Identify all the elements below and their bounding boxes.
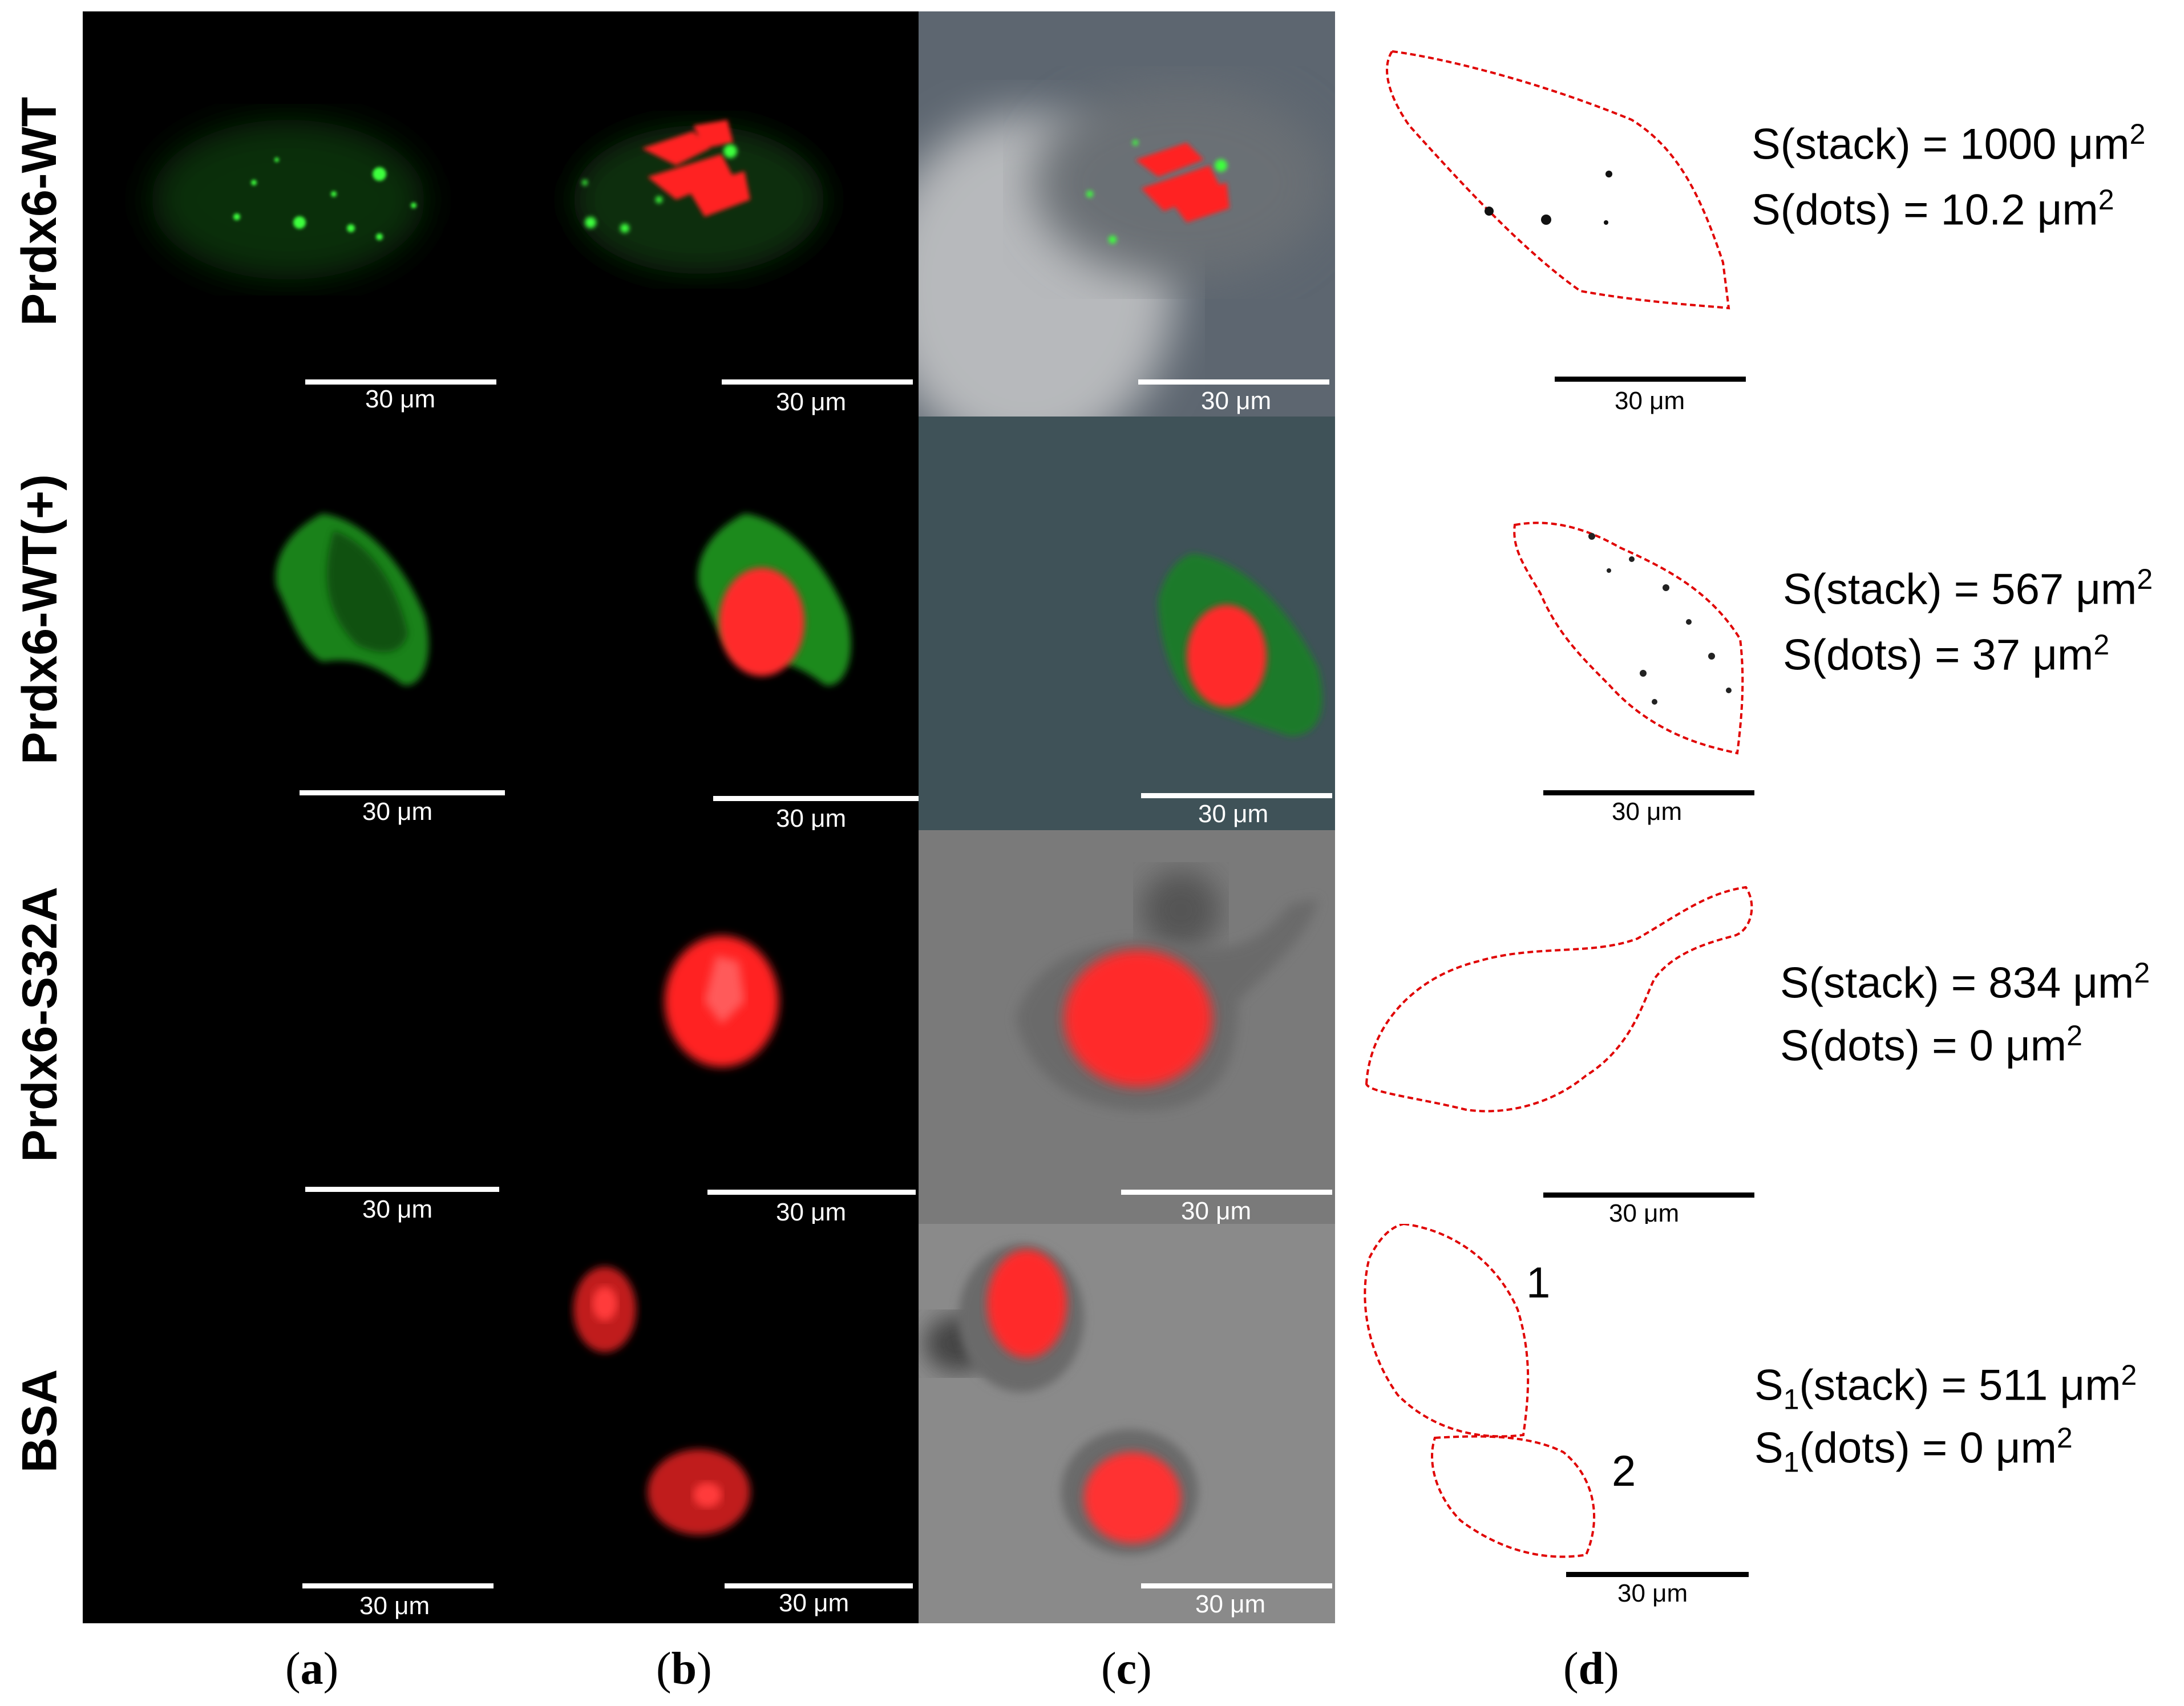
scale-bar xyxy=(1121,1190,1332,1195)
fluorescence-image xyxy=(665,936,779,1067)
measurement-dots-area: S(dots) = 0 μm2 xyxy=(1780,1020,2082,1070)
scale-bar-label: 30 μm xyxy=(1201,387,1272,415)
panel-b-bsa xyxy=(505,1224,919,1623)
scale-bar xyxy=(1138,379,1329,385)
scale-bar-label: 30 μm xyxy=(359,1592,430,1620)
scale-bar-label: 30 μm xyxy=(365,385,436,413)
fluorescence-image xyxy=(573,1267,750,1535)
scale-bar xyxy=(722,379,913,385)
panel-a-prdx6-wt xyxy=(83,11,505,417)
brightfield-overlay-image xyxy=(919,11,1335,417)
scale-bar-label: 30 μm xyxy=(362,1195,433,1223)
scale-bar xyxy=(1141,1583,1332,1588)
scale-bar xyxy=(300,790,508,795)
row-label-prdx6-s32a: Prdx6-S32A xyxy=(12,886,67,1162)
row-label-bsa: BSA xyxy=(12,1369,67,1473)
scale-bar xyxy=(725,1583,913,1588)
fluorescence-image xyxy=(698,514,851,686)
measurement-stack-area: S(stack) = 834 μm2 xyxy=(1780,957,2150,1008)
panel-c-prdx6-wt xyxy=(919,11,1335,417)
scale-bar-label: 30 μm xyxy=(1181,1197,1252,1225)
cell-outline xyxy=(1364,1224,1596,1558)
scale-bar xyxy=(305,379,496,385)
panel-d-bsa xyxy=(1335,1224,1769,1623)
scale-bar-label: 30 μm xyxy=(776,1198,847,1226)
scale-bar xyxy=(713,796,919,801)
panel-a-prdx6-s32a xyxy=(83,830,505,1224)
scale-bar xyxy=(707,1190,916,1195)
scale-bar xyxy=(1555,377,1746,382)
panel-c-bsa xyxy=(919,1224,1335,1623)
fluorescence-image xyxy=(276,514,429,686)
scale-bar xyxy=(305,1187,499,1192)
brightfield-overlay-image xyxy=(1158,553,1322,736)
brightfield-overlay-image xyxy=(924,1244,1198,1555)
cell-outline xyxy=(1386,50,1730,310)
cell-number-2: 2 xyxy=(1612,1447,1636,1495)
scale-bar-label: 30 μm xyxy=(362,798,433,826)
scale-bar-label: 30 μm xyxy=(1615,387,1685,415)
column-caption-a: (a) xyxy=(285,1644,339,1694)
cell-number-1: 1 xyxy=(1526,1259,1551,1307)
fluorescence-image xyxy=(573,120,824,274)
measurement-stack-area: S(stack) = 1000 μm2 xyxy=(1752,118,2146,169)
panel-a-prdx6-wt-plus xyxy=(83,417,505,830)
panel-a-bsa xyxy=(83,1224,505,1623)
panel-c-prdx6-wt-plus xyxy=(919,417,1335,830)
measurement-stack-area: S1(stack) = 511 μm2 xyxy=(1754,1359,2137,1416)
scale-bar-label: 30 μm xyxy=(779,1589,850,1617)
panel-d-prdx6-wt xyxy=(1335,11,1769,417)
scale-bar xyxy=(1543,790,1754,795)
scale-bar-label: 30 μm xyxy=(1198,800,1269,828)
scale-bar xyxy=(1566,1572,1749,1577)
scale-bar xyxy=(1543,1192,1754,1198)
panel-d-prdx6-wt-plus xyxy=(1335,417,1769,830)
column-caption-c: (c) xyxy=(1101,1644,1152,1694)
cell-outline xyxy=(1513,521,1744,755)
panel-c-prdx6-s32a xyxy=(919,830,1335,1224)
scale-bar-label: 30 μm xyxy=(1612,798,1683,826)
column-caption-d: (d) xyxy=(1563,1644,1619,1694)
measurement-dots-area: S(dots) = 37 μm2 xyxy=(1783,629,2110,680)
scale-bar xyxy=(1141,793,1332,798)
panel-b-prdx6-s32a xyxy=(505,830,919,1224)
brightfield-overlay-image xyxy=(1016,870,1318,1111)
row-label-prdx6-wt-plus: Prdx6-WT(+) xyxy=(12,474,67,765)
column-caption-b: (b) xyxy=(656,1644,712,1694)
measurement-stack-area: S(stack) = 567 μm2 xyxy=(1783,563,2153,614)
scale-bar-label: 30 μm xyxy=(1195,1590,1266,1618)
row-label-prdx6-wt: Prdx6-WT xyxy=(12,96,67,326)
scale-bar-label: 30 μm xyxy=(1609,1199,1680,1227)
measurement-dots-area: S(dots) = 10.2 μm2 xyxy=(1752,184,2114,235)
measurement-dots-area: S1(dots) = 0 μm2 xyxy=(1754,1422,2073,1478)
panel-b-prdx6-wt xyxy=(505,11,919,417)
scale-bar-label: 30 μm xyxy=(1617,1579,1688,1607)
scale-bar xyxy=(302,1583,494,1588)
scale-bar-label: 30 μm xyxy=(776,388,847,416)
panel-d-prdx6-s32a xyxy=(1335,830,1769,1224)
panel-b-prdx6-wt-plus xyxy=(505,417,919,830)
cell-outline xyxy=(1365,886,1753,1113)
scale-bar-label: 30 μm xyxy=(776,805,847,832)
fluorescence-image xyxy=(151,120,425,280)
